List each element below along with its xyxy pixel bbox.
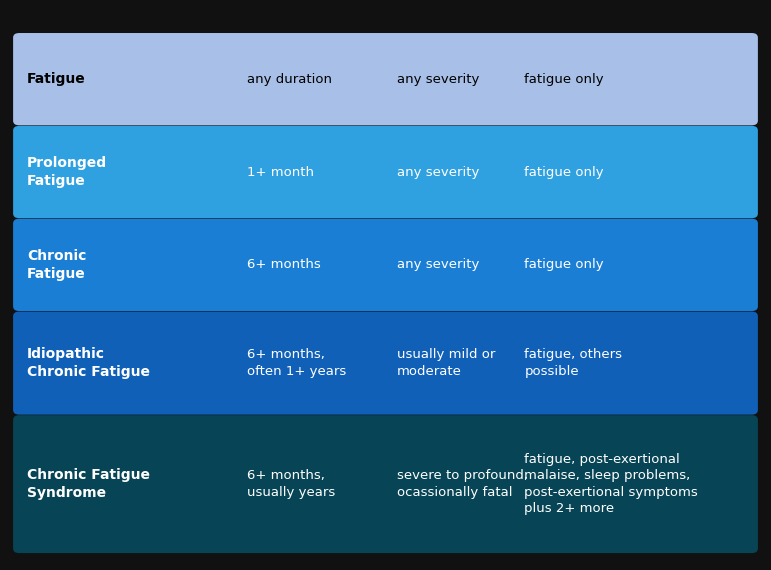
Text: Chronic
Fatigue: Chronic Fatigue: [27, 249, 86, 281]
Text: usually mild or
moderate: usually mild or moderate: [397, 348, 496, 378]
FancyBboxPatch shape: [13, 33, 758, 125]
FancyBboxPatch shape: [13, 312, 758, 414]
Text: Fatigue: Fatigue: [27, 72, 86, 86]
Text: Prolonged
Fatigue: Prolonged Fatigue: [27, 156, 107, 188]
Text: fatigue, post-exertional
malaise, sleep problems,
post-exertional symptoms
plus : fatigue, post-exertional malaise, sleep …: [524, 453, 698, 515]
Text: 1+ month: 1+ month: [247, 165, 314, 178]
FancyBboxPatch shape: [13, 415, 758, 553]
Text: any severity: any severity: [397, 72, 480, 86]
FancyBboxPatch shape: [13, 219, 758, 311]
Text: Idiopathic
Chronic Fatigue: Idiopathic Chronic Fatigue: [27, 347, 150, 379]
Text: fatigue, others
possible: fatigue, others possible: [524, 348, 622, 378]
Text: 6+ months,
often 1+ years: 6+ months, often 1+ years: [247, 348, 346, 378]
Text: fatigue only: fatigue only: [524, 258, 604, 271]
Text: severe to profound,
ocassionally fatal: severe to profound, ocassionally fatal: [397, 469, 528, 499]
Text: 6+ months: 6+ months: [247, 258, 321, 271]
Text: fatigue only: fatigue only: [524, 165, 604, 178]
Text: any severity: any severity: [397, 165, 480, 178]
Text: any severity: any severity: [397, 258, 480, 271]
Text: 6+ months,
usually years: 6+ months, usually years: [247, 469, 335, 499]
Text: any duration: any duration: [247, 72, 332, 86]
FancyBboxPatch shape: [13, 126, 758, 218]
Text: Chronic Fatigue
Syndrome: Chronic Fatigue Syndrome: [27, 468, 150, 500]
Text: fatigue only: fatigue only: [524, 72, 604, 86]
